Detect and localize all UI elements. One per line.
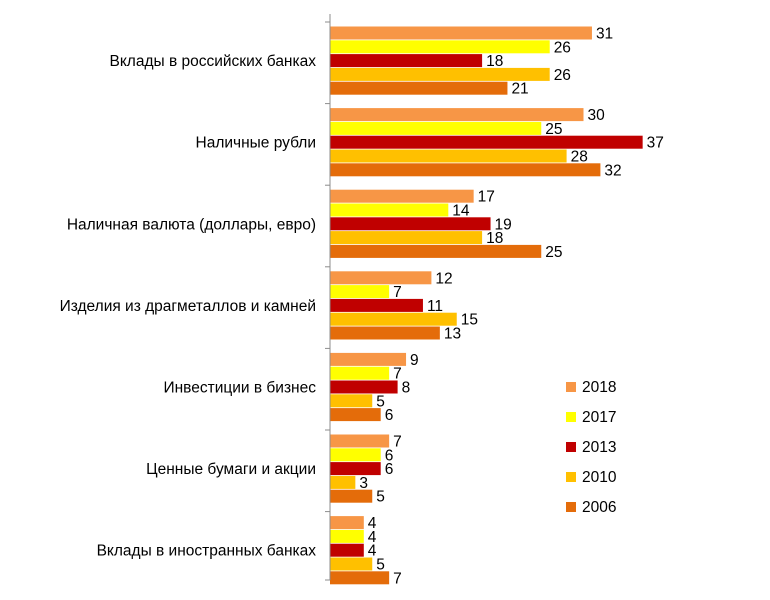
bar-2017-0: [330, 40, 550, 54]
value-label-2017-3: 7: [393, 284, 402, 301]
category-label-2: Наличная валюта (доллары, евро): [67, 216, 316, 233]
value-label-2006-2: 25: [545, 244, 562, 261]
legend-swatch-2013: [566, 442, 576, 452]
category-label-3: Изделия из драгметаллов и камней: [60, 298, 316, 315]
value-label-2018-2: 17: [478, 189, 495, 206]
bars-layer: [330, 26, 643, 585]
value-label-2018-4: 9: [410, 352, 419, 369]
value-label-2013-3: 11: [427, 298, 443, 315]
category-label-0: Вклады в российских банках: [110, 53, 317, 70]
legend-label-2018: 2018: [582, 379, 616, 396]
bar-2018-3: [330, 271, 432, 285]
value-label-2018-5: 7: [393, 434, 402, 451]
y-axis: [325, 14, 331, 581]
value-label-2010-5: 3: [359, 475, 368, 492]
bar-2006-3: [330, 326, 440, 340]
category-labels-layer: Вклады в российских банках Наличные рубли…: [60, 53, 317, 560]
bar-2018-1: [330, 108, 584, 122]
legend-swatch-2010: [566, 472, 576, 482]
bar-2006-0: [330, 81, 508, 95]
bar-2018-4: [330, 352, 407, 366]
value-label-2010-6: 5: [376, 557, 385, 574]
value-label-2006-5: 5: [376, 489, 385, 506]
bar-2006-6: [330, 571, 390, 585]
value-labels-layer: 3126182621302537283217141918251271115139…: [359, 26, 664, 588]
value-label-2010-1: 28: [571, 149, 588, 166]
value-label-2017-6: 4: [368, 529, 377, 546]
value-label-2017-1: 25: [545, 121, 562, 138]
bar-2013-4: [330, 380, 398, 394]
legend: 2018 2017 2013 2010 2006: [566, 379, 617, 516]
bar-2018-5: [330, 434, 390, 448]
value-label-2018-3: 12: [435, 270, 452, 287]
legend-label-2017: 2017: [582, 409, 616, 426]
bar-2010-4: [330, 394, 373, 408]
value-label-2017-2: 14: [452, 203, 470, 220]
value-label-2010-3: 15: [461, 312, 478, 329]
value-label-2013-1: 37: [647, 135, 664, 152]
value-label-2017-5: 6: [385, 447, 394, 464]
bar-2006-1: [330, 163, 601, 177]
bar-2013-6: [330, 543, 364, 557]
legend-swatch-2006: [566, 502, 576, 512]
value-label-2018-0: 31: [596, 26, 613, 43]
bar-2017-1: [330, 121, 542, 135]
value-label-2013-0: 18: [486, 53, 503, 70]
bar-2017-2: [330, 203, 449, 217]
value-label-2013-5: 6: [385, 461, 394, 478]
value-label-2010-0: 26: [554, 67, 571, 84]
value-label-2006-1: 32: [604, 162, 621, 179]
legend-label-2006: 2006: [582, 499, 616, 516]
legend-label-2010: 2010: [582, 469, 617, 486]
value-label-2018-6: 4: [368, 515, 377, 532]
bar-2017-4: [330, 366, 390, 380]
bar-2010-3: [330, 312, 457, 326]
value-label-2006-6: 7: [393, 570, 402, 587]
value-label-2010-4: 5: [376, 393, 385, 410]
value-label-2010-2: 18: [486, 230, 503, 247]
bar-2006-4: [330, 408, 381, 422]
bar-2018-0: [330, 26, 592, 40]
category-label-5: Ценные бумаги и акции: [146, 461, 316, 478]
value-label-2013-2: 19: [495, 216, 512, 233]
category-label-1: Наличные рубли: [196, 135, 316, 152]
legend-swatch-2018: [566, 382, 576, 392]
bar-2010-1: [330, 149, 567, 163]
legend-swatch-2017: [566, 412, 576, 422]
value-label-2018-1: 30: [588, 107, 606, 124]
bar-2018-2: [330, 189, 474, 203]
bar-2017-6: [330, 529, 364, 543]
value-label-2006-4: 6: [385, 407, 394, 424]
value-label-2006-3: 13: [444, 326, 461, 343]
bar-2017-3: [330, 285, 390, 299]
category-label-4: Инвестиции в бизнес: [163, 380, 316, 397]
bar-2013-2: [330, 217, 491, 231]
value-label-2006-0: 21: [511, 81, 528, 98]
bar-2013-3: [330, 298, 423, 312]
bar-2010-2: [330, 231, 483, 245]
bar-2013-5: [330, 462, 381, 476]
bar-2010-5: [330, 475, 356, 489]
bar-2010-6: [330, 557, 373, 571]
bar-2013-0: [330, 54, 483, 68]
bar-2006-2: [330, 244, 542, 258]
bar-2006-5: [330, 489, 373, 503]
bar-2018-6: [330, 516, 364, 530]
bar-2017-5: [330, 448, 381, 462]
bar-2013-1: [330, 135, 643, 149]
bar-2010-0: [330, 67, 550, 81]
value-label-2017-0: 26: [554, 39, 571, 56]
value-label-2013-6: 4: [368, 543, 377, 560]
category-label-6: Вклады в иностранных банках: [97, 543, 317, 560]
value-label-2013-4: 8: [402, 380, 411, 397]
value-label-2017-4: 7: [393, 366, 402, 383]
legend-label-2013: 2013: [582, 439, 616, 456]
